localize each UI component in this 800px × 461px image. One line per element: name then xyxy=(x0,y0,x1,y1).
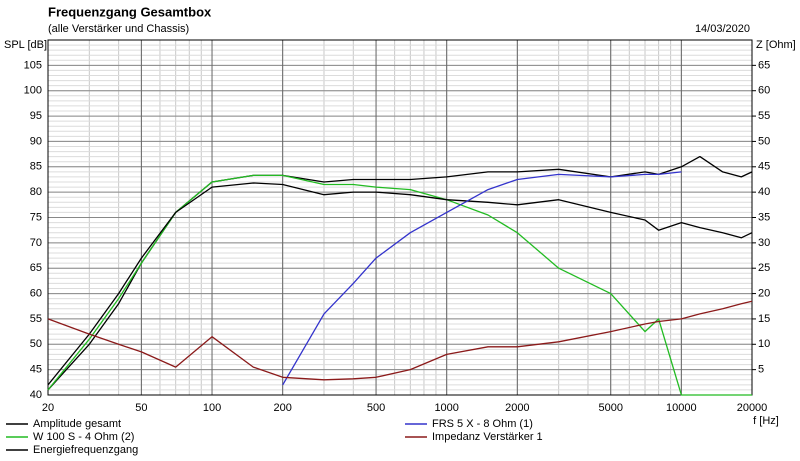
x-tick-label: 100 xyxy=(203,402,221,414)
y2-tick-label: 60 xyxy=(758,85,770,97)
y-tick-label: 45 xyxy=(30,364,42,376)
y-tick-label: 105 xyxy=(24,59,42,71)
y2-tick-label: 10 xyxy=(758,338,770,350)
legend-label: Energiefrequenzgang xyxy=(33,444,138,456)
legend-label: Amplitude gesamt xyxy=(33,418,121,430)
x-tick-label: 200 xyxy=(273,402,291,414)
x-axis-label: f [Hz] xyxy=(753,415,779,427)
y-tick-label: 100 xyxy=(24,85,42,97)
y-tick-label: 50 xyxy=(30,338,42,350)
x-tick-label: 20000 xyxy=(737,402,768,414)
series-line xyxy=(282,171,682,386)
y2-tick-label: 45 xyxy=(758,161,770,173)
legend-label: Impedanz Verstärker 1 xyxy=(432,431,543,443)
y-tick-label: 75 xyxy=(30,211,42,223)
x-tick-label: 5000 xyxy=(598,402,622,414)
x-tick-label: 20 xyxy=(42,402,54,414)
legend-label: W 100 S - 4 Ohm (2) xyxy=(33,431,134,443)
y-tick-label: 60 xyxy=(30,287,42,299)
plot-border xyxy=(47,39,753,396)
y-tick-label: 95 xyxy=(30,110,42,122)
y2-tick-label: 15 xyxy=(758,313,770,325)
y2-tick-label: 25 xyxy=(758,262,770,274)
y2-tick-label: 65 xyxy=(758,59,770,71)
x-tick-label: 1000 xyxy=(434,402,458,414)
x-tick-label: 10000 xyxy=(666,402,697,414)
y2-tick-label: 20 xyxy=(758,287,770,299)
chart-title: Frequenzgang Gesamtbox xyxy=(48,4,212,19)
y-tick-label: 55 xyxy=(30,313,42,325)
y2-tick-label: 35 xyxy=(758,211,770,223)
y-tick-label: 80 xyxy=(30,186,42,198)
y-tick-label: 40 xyxy=(30,389,42,401)
series-line xyxy=(47,300,753,381)
y-tick-label: 70 xyxy=(30,237,42,249)
y2-tick-label: 5 xyxy=(758,364,764,376)
chart-subtitle: (alle Verstärker und Chassis) xyxy=(48,23,189,35)
y-axis-label: SPL [dB] xyxy=(4,39,47,51)
x-tick-label: 500 xyxy=(367,402,385,414)
y-tick-label: 90 xyxy=(30,135,42,147)
y2-tick-label: 55 xyxy=(758,110,770,122)
y2-tick-label: 40 xyxy=(758,186,770,198)
y-tick-label: 65 xyxy=(30,262,42,274)
legend-label: FRS 5 X - 8 Ohm (1) xyxy=(432,418,533,430)
chart-date: 14/03/2020 xyxy=(695,23,750,35)
y2-tick-label: 30 xyxy=(758,237,770,249)
y2-tick-label: 50 xyxy=(758,135,770,147)
y2-axis-label: Z [Ohm] xyxy=(756,39,796,51)
x-tick-label: 2000 xyxy=(505,402,529,414)
series-line xyxy=(47,182,753,386)
y-tick-label: 85 xyxy=(30,161,42,173)
x-tick-label: 50 xyxy=(135,402,147,414)
